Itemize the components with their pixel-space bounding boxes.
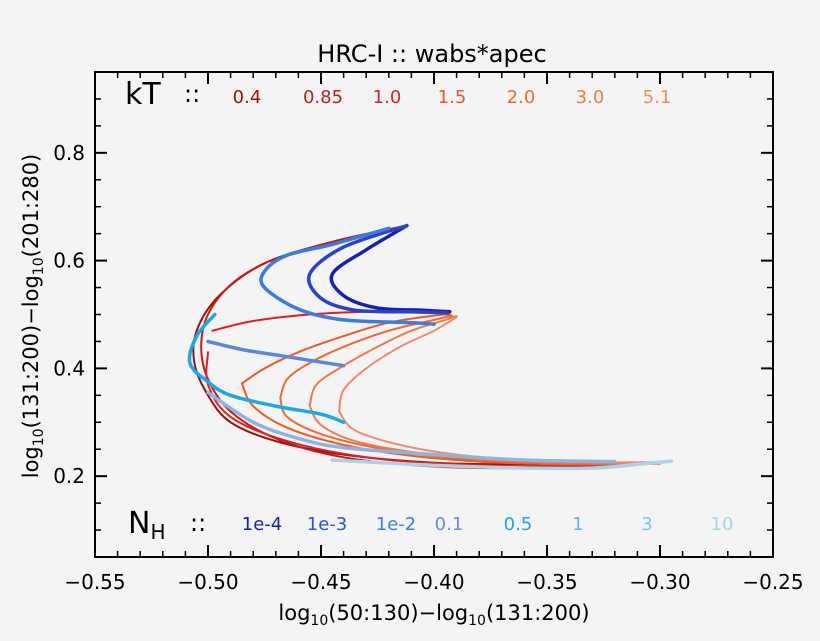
chart-title: HRC-I :: wabs*apec — [317, 40, 546, 68]
legend-kt-entry-1: 0.85 — [303, 87, 343, 108]
x-axis-title: log10(50:130)−log10(131:200) — [278, 601, 589, 629]
series-nh-line-4 — [187, 312, 346, 425]
legend-nh-entries: 1e-4 1e-3 1e-2 0.1 0.5 1 3 10 — [242, 514, 734, 535]
x-tick-label-6: −0.25 — [742, 570, 803, 594]
series-kt-line-11 — [338, 410, 661, 464]
series-kt-line-8 — [308, 315, 458, 408]
legend-nh-prefix-main: N — [128, 506, 150, 541]
y-axis-title-s2: 10 — [31, 257, 47, 275]
y-axis-title-p3: (201:280) — [19, 154, 43, 258]
x-axis-title-s2: 10 — [468, 613, 486, 629]
legend-kt-entries: 0.4 0.85 1.0 1.5 2.0 3.0 5.1 — [233, 87, 672, 108]
legend-nh-entry-2: 1e-2 — [376, 514, 416, 535]
legend-nh-entry-0: 1e-4 — [242, 514, 282, 535]
series-nh-line-0 — [329, 223, 452, 314]
y-axis-title: log10(131:200)−log10(201:280) — [19, 154, 47, 479]
series-nh-line-5 — [206, 390, 617, 464]
legend-nh-entry-6: 3 — [641, 514, 652, 535]
y-axis-title-s1: 10 — [31, 428, 47, 446]
series-nh-line-3 — [206, 339, 346, 368]
x-axis-title-p2: (50:130)−log — [328, 601, 468, 625]
x-axis-ticks: −0.55 −0.50 −0.45 −0.40 −0.35 −0.30 −0.25 — [64, 72, 804, 594]
legend-nh-entry-7: 10 — [711, 514, 734, 535]
x-tick-label-2: −0.45 — [290, 570, 351, 594]
y-tick-label-3: 0.8 — [53, 141, 85, 165]
legend-nh-entry-4: 0.5 — [504, 514, 533, 535]
legend-kt-entry-5: 3.0 — [576, 87, 605, 108]
x-tick-label-0: −0.55 — [64, 570, 125, 594]
y-tick-label-2: 0.6 — [53, 249, 85, 273]
x-tick-label-5: −0.30 — [629, 570, 690, 594]
series-nh-line-1 — [307, 223, 450, 315]
series-kt-line-6 — [279, 314, 454, 399]
legend-kt-entry-3: 1.5 — [438, 87, 467, 108]
series-nh-line-6 — [330, 458, 674, 471]
legend-nh-entry-3: 0.1 — [435, 514, 464, 535]
legend-kt-entry-2: 1.0 — [373, 87, 402, 108]
x-axis-title-p1: log — [278, 601, 310, 625]
legend-nh-entry-1: 1e-3 — [307, 514, 347, 535]
y-axis-ticks: 0.2 0.4 0.6 0.8 — [53, 98, 773, 531]
legend-nh-entry-5: 1 — [572, 514, 583, 535]
legend-nh-prefix-sub: H — [150, 520, 165, 544]
legend-nh-prefix: NH — [128, 506, 166, 544]
y-tick-label-1: 0.4 — [53, 356, 85, 380]
series-kt-line-3 — [205, 351, 639, 468]
series-kT-group — [192, 224, 661, 470]
x-tick-label-4: −0.35 — [516, 570, 577, 594]
legend-kt-separator: :: — [184, 80, 200, 108]
legend-kt-entry-0: 0.4 — [233, 87, 262, 108]
y-tick-label-0: 0.2 — [53, 464, 85, 488]
x-tick-label-1: −0.50 — [177, 570, 238, 594]
x-axis-title-p3: (131:200) — [486, 601, 590, 625]
y-axis-title-p1: log — [19, 446, 43, 478]
legend-kt-entry-6: 5.1 — [643, 87, 672, 108]
y-axis-title-p2: (131:200)−log — [19, 275, 43, 428]
series-kt-line-10 — [338, 316, 458, 413]
legend-kt-prefix: kT — [125, 77, 161, 112]
series-NH-group — [187, 223, 674, 471]
series-kt-line-4 — [240, 313, 451, 385]
x-tick-label-3: −0.40 — [403, 570, 464, 594]
x-axis-title-s1: 10 — [310, 613, 328, 629]
legend-nh-separator: :: — [190, 509, 206, 537]
legend-kt-entry-4: 2.0 — [507, 87, 536, 108]
plot-frame — [94, 71, 774, 558]
series-nh-line-2 — [259, 226, 436, 326]
